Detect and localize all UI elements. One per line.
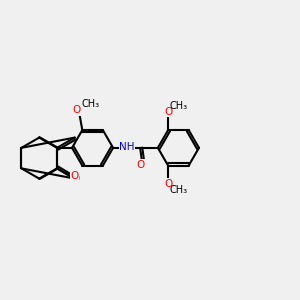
- Text: O: O: [164, 179, 172, 189]
- Text: CH₃: CH₃: [170, 185, 188, 195]
- Text: CH₃: CH₃: [170, 101, 188, 111]
- Text: NH: NH: [119, 142, 135, 152]
- Text: O: O: [164, 107, 172, 117]
- Text: O: O: [70, 172, 78, 182]
- Text: O: O: [71, 174, 80, 184]
- Text: CH₃: CH₃: [81, 99, 99, 109]
- Text: O: O: [73, 105, 81, 115]
- Text: O: O: [136, 160, 145, 170]
